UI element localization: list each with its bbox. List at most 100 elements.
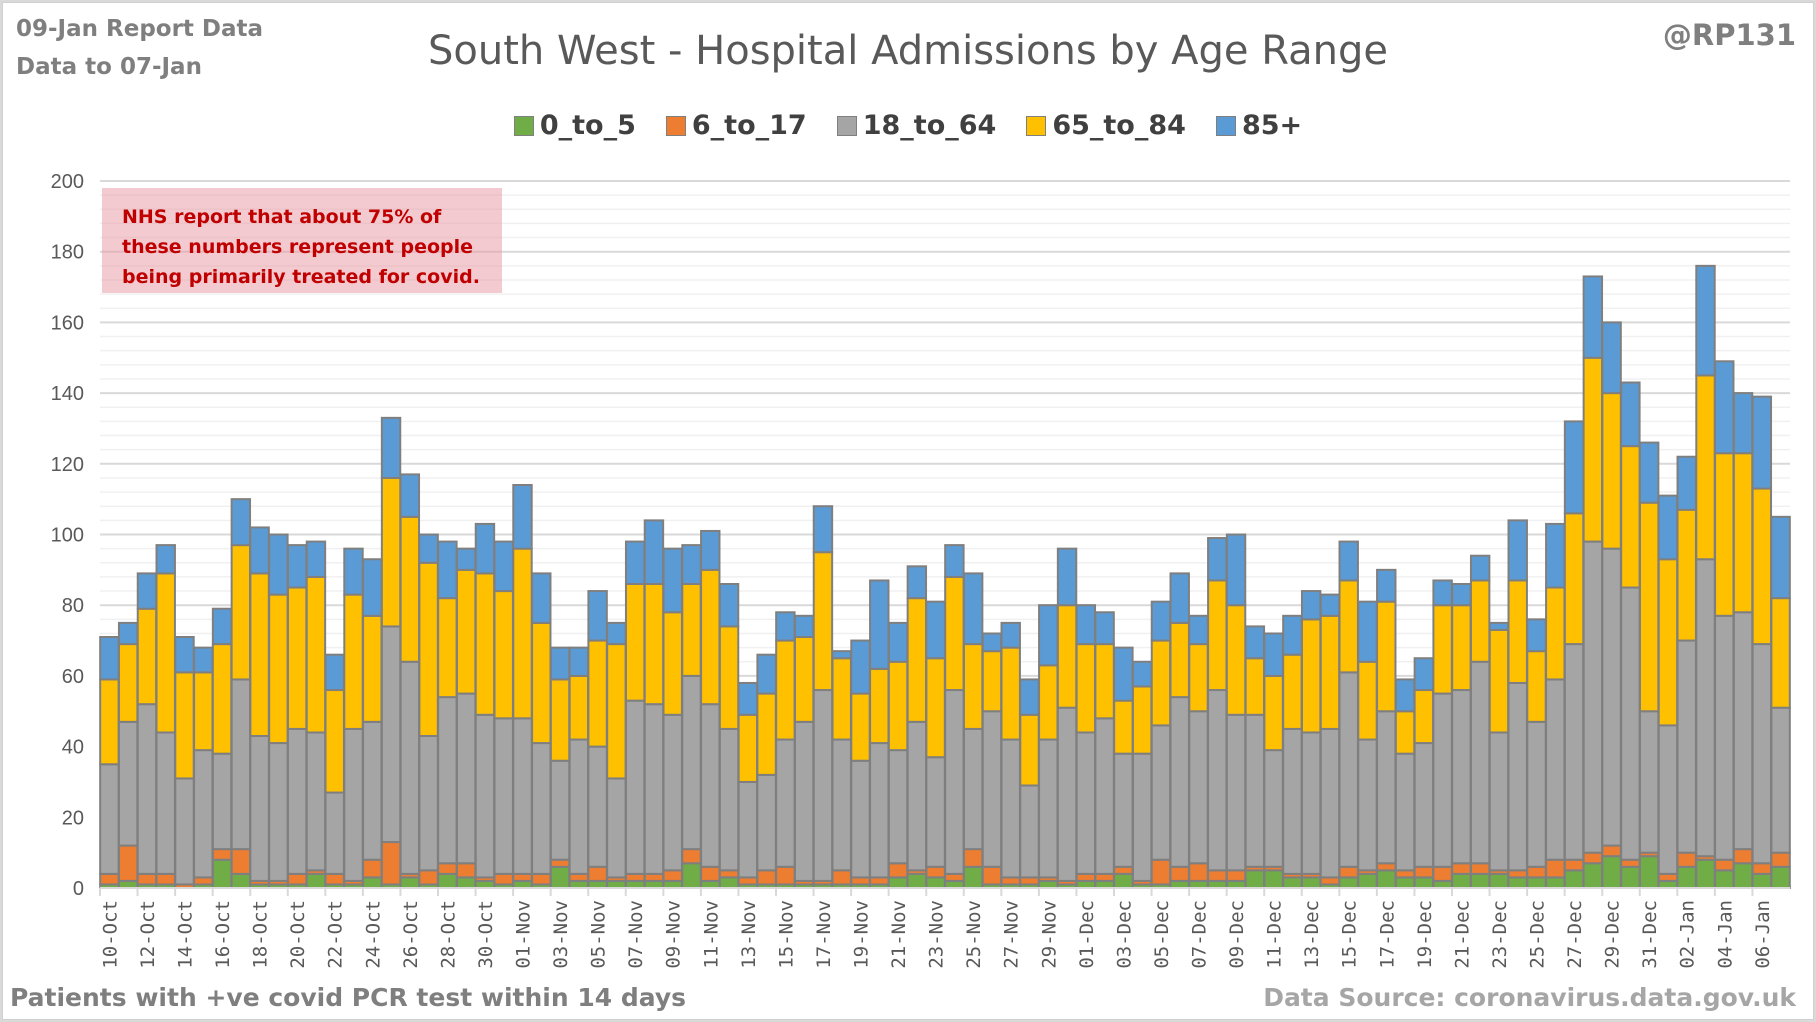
bar-18-to-64-05-Dec — [1150, 724, 1172, 861]
bar-0-to-5-26-Dec — [1545, 876, 1566, 890]
bar-0-to-5-17-Oct — [230, 872, 252, 889]
data-to-label: Data to 07-Jan — [16, 54, 202, 80]
bar-0-to-5-23-Nov — [925, 876, 946, 890]
bar-18-to-64-31-Oct — [493, 717, 514, 875]
bar-0-to-5-04-Nov — [568, 879, 590, 889]
bar-85--12-Nov — [718, 582, 740, 628]
bar-6-to-17-19-Nov — [850, 876, 871, 886]
bar-85--26-Nov — [981, 632, 1003, 653]
bar-6-to-17-02-Dec — [1094, 872, 1115, 882]
bar-85--03-Dec — [1113, 646, 1134, 702]
y-tick-label: 80 — [62, 595, 84, 617]
bar-18-to-64-12-Dec — [1282, 727, 1303, 875]
y-tick-label: 40 — [62, 737, 84, 759]
bar-65-to-84-03-Nov — [549, 678, 571, 762]
bar-18-to-64-19-Dec — [1413, 742, 1435, 868]
bar-85--01-Nov — [512, 484, 533, 550]
bar-stack-22-Nov — [906, 565, 928, 889]
bar-stack-25-Oct — [380, 416, 402, 890]
bar-85--15-Dec — [1338, 540, 1359, 582]
bar-18-to-64-22-Oct — [324, 791, 345, 875]
bar-18-to-64-19-Oct — [268, 742, 289, 882]
bar-65-to-84-30-Oct — [474, 572, 496, 716]
bar-stack-01-Jan — [1657, 494, 1679, 889]
bar-stack-18-Nov — [831, 650, 852, 890]
bar-stack-03-Dec — [1113, 646, 1134, 889]
bar-85--11-Oct — [117, 621, 139, 646]
bar-65-to-84-26-Oct — [399, 515, 421, 663]
bar-85--06-Nov — [606, 621, 627, 646]
bar-stack-30-Oct — [474, 522, 496, 889]
bar-stack-26-Dec — [1545, 522, 1566, 890]
bar-6-to-17-07-Jan — [1770, 851, 1791, 868]
x-tick-label: 10-Oct — [99, 900, 121, 969]
bar-stack-05-Nov — [587, 590, 608, 889]
bar-6-to-17-28-Nov — [1019, 876, 1040, 886]
bar-0-to-5-20-Dec — [1432, 879, 1453, 889]
bar-85--05-Jan — [1732, 392, 1754, 455]
x-tick-label: 21-Nov — [888, 900, 910, 969]
bar-18-to-64-10-Nov — [681, 674, 702, 851]
bar-stack-06-Jan — [1751, 395, 1773, 889]
bar-6-to-17-16-Oct — [211, 848, 233, 861]
bar-18-to-64-26-Nov — [981, 710, 1003, 868]
x-tick-label: 11-Dec — [1264, 900, 1286, 969]
x-tick-label: 18-Oct — [250, 900, 272, 969]
footnote: Patients with +ve covid PCR test within … — [10, 983, 687, 1012]
x-tick-label: 13-Dec — [1301, 900, 1323, 969]
bar-85--14-Nov — [756, 653, 777, 695]
bar-65-to-84-01-Jan — [1657, 558, 1679, 727]
bar-85--31-Dec — [1638, 441, 1660, 504]
bar-18-to-64-30-Nov — [1056, 706, 1078, 882]
legend-label: 85+ — [1241, 110, 1303, 141]
bar-6-to-17-15-Dec — [1338, 865, 1359, 879]
bar-6-to-17-18-Dec — [1394, 869, 1416, 879]
bar-18-to-64-25-Oct — [380, 625, 402, 844]
bar-6-to-17-22-Dec — [1469, 862, 1491, 875]
bar-stack-28-Nov — [1019, 678, 1040, 890]
y-tick-label: 20 — [62, 807, 84, 829]
bar-stack-07-Nov — [624, 540, 646, 889]
bar-65-to-84-18-Oct — [249, 572, 270, 737]
bar-85--16-Dec — [1357, 600, 1378, 663]
bar-85--28-Dec — [1582, 275, 1604, 359]
bar-65-to-84-27-Nov — [1000, 646, 1021, 741]
bar-6-to-17-20-Oct — [286, 872, 308, 886]
bar-18-to-64-27-Nov — [1000, 738, 1021, 879]
bar-6-to-17-18-Nov — [831, 869, 852, 886]
bar-18-to-64-16-Nov — [793, 720, 815, 882]
bar-18-to-64-14-Dec — [1319, 727, 1341, 879]
bar-18-to-64-01-Nov — [512, 717, 533, 875]
bar-65-to-84-31-Dec — [1638, 501, 1660, 713]
bar-85--15-Nov — [775, 611, 796, 642]
bar-stack-25-Nov — [962, 572, 984, 889]
bar-6-to-17-12-Nov — [718, 869, 740, 879]
bar-6-to-17-22-Oct — [324, 872, 345, 886]
bar-18-to-64-24-Dec — [1507, 681, 1528, 872]
bar-85--30-Nov — [1056, 547, 1078, 607]
bar-85--11-Dec — [1263, 632, 1284, 677]
bar-0-to-5-10-Nov — [681, 862, 702, 890]
bar-0-to-5-06-Nov — [606, 879, 627, 889]
bar-stack-24-Oct — [362, 558, 383, 890]
bar-18-to-64-16-Oct — [211, 752, 233, 851]
bar-stack-19-Nov — [850, 639, 871, 890]
bar-stack-21-Dec — [1451, 582, 1472, 889]
bar-stack-25-Dec — [1526, 618, 1547, 890]
bar-65-to-84-17-Nov — [812, 551, 834, 692]
bar-85--04-Nov — [568, 646, 590, 677]
bar-65-to-84-27-Dec — [1563, 512, 1585, 646]
legend-swatch — [836, 115, 857, 136]
bar-0-to-5-22-Nov — [906, 872, 928, 889]
bar-6-to-17-01-Nov — [512, 872, 533, 882]
bar-65-to-84-13-Nov — [737, 713, 759, 783]
bar-6-to-17-05-Jan — [1732, 848, 1754, 865]
bar-65-to-84-01-Dec — [1075, 643, 1097, 734]
bar-85--16-Oct — [211, 607, 233, 646]
bar-6-to-17-11-Oct — [117, 844, 139, 882]
bar-6-to-17-20-Dec — [1432, 865, 1453, 882]
bar-stack-12-Dec — [1282, 614, 1303, 890]
bar-85--13-Nov — [737, 681, 759, 716]
bar-85--19-Dec — [1413, 657, 1435, 692]
bar-6-to-17-21-Nov — [887, 862, 909, 879]
